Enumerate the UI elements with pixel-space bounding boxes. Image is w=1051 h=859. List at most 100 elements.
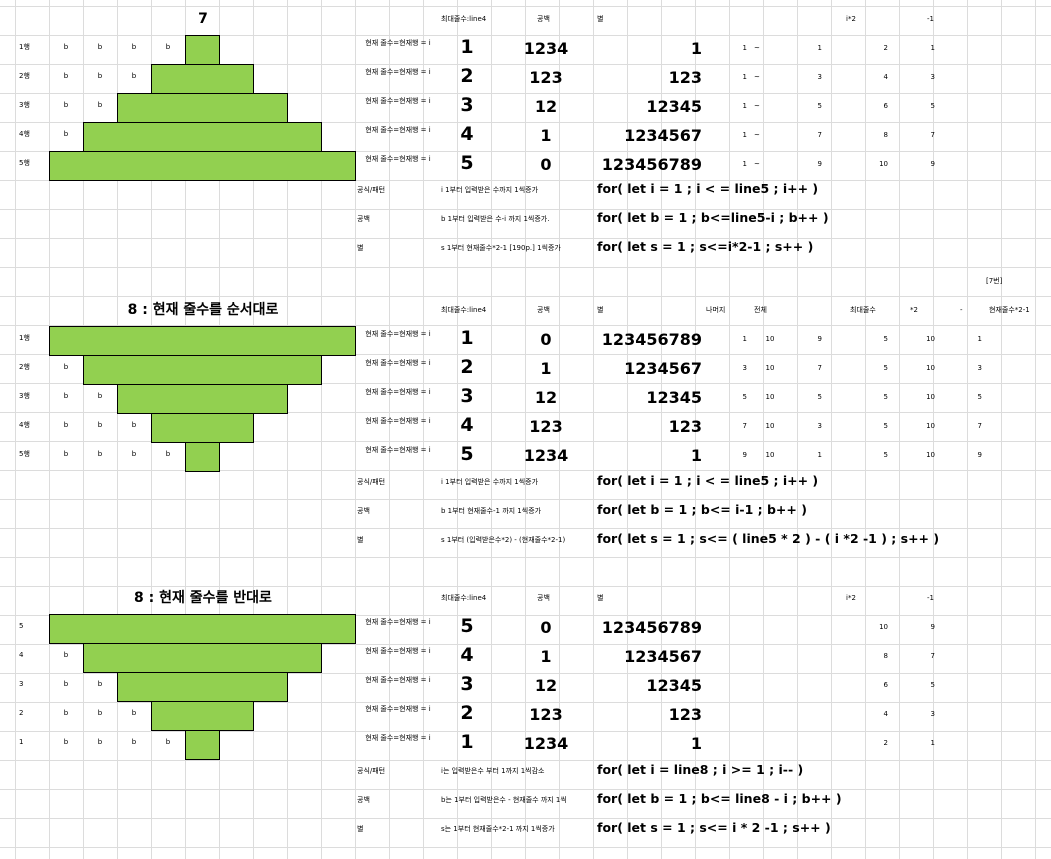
section-marker: [7번]: [986, 277, 1003, 285]
line-value: 4: [460, 123, 474, 145]
value-cell: 7: [930, 652, 935, 660]
header-times-two: *2: [910, 306, 918, 314]
value-cell: 5: [883, 364, 888, 372]
header-max-lines: 최대줄수:line4: [441, 594, 487, 602]
note-code: for( let s = 1 ; s<= i * 2 -1 ; s++ ): [597, 820, 831, 835]
space-value: 1: [540, 126, 552, 145]
blank-marker: b: [63, 421, 69, 429]
blank-marker: b: [131, 450, 137, 458]
star-cell: [83, 122, 322, 152]
blank-marker: b: [63, 43, 69, 51]
value-cell: 1: [817, 44, 822, 52]
value-cell: 7: [930, 131, 935, 139]
value-cell: 5: [883, 335, 888, 343]
note-description: i 1부터 입력받은 수까지 1씩증가: [441, 478, 539, 486]
star-value: 123456789: [601, 155, 702, 174]
value-cell: ~: [754, 44, 760, 52]
value-cell: 10: [765, 422, 775, 430]
row-label: 2: [19, 709, 24, 717]
star-value: 1234567: [624, 359, 702, 378]
row-label: 4행: [19, 130, 30, 138]
blank-marker: b: [131, 43, 137, 51]
current-line-label: 현재 줄수=현재행 = i: [365, 359, 431, 367]
star-value: 123: [668, 68, 702, 87]
line-value: 2: [460, 65, 474, 87]
star-value: 1: [690, 446, 702, 465]
value-cell: 10: [765, 364, 775, 372]
space-value: 12: [534, 97, 558, 116]
value-cell: 3: [742, 364, 747, 372]
current-line-label: 현재 줄수=현재행 = i: [365, 97, 431, 105]
value-cell: ~: [754, 131, 760, 139]
value-cell: 10: [879, 623, 888, 631]
row-label: 5행: [19, 159, 30, 167]
note-label: 별: [357, 244, 364, 252]
value-cell: 10: [926, 393, 935, 401]
header-i-times-two: i*2: [846, 15, 856, 23]
value-cell: 5: [817, 393, 822, 401]
value-cell: 7: [977, 422, 982, 430]
current-line-label: 현재 줄수=현재행 = i: [365, 705, 431, 713]
value-cell: 5: [977, 393, 982, 401]
current-line-label: 현재 줄수=현재행 = i: [365, 39, 431, 47]
current-line-label: 현재 줄수=현재행 = i: [365, 126, 431, 134]
section-title: 8 : 현재 줄수를 반대로: [134, 590, 272, 606]
value-cell: 10: [765, 393, 775, 401]
current-line-label: 현재 줄수=현재행 = i: [365, 734, 431, 742]
blank-marker: b: [165, 43, 171, 51]
value-cell: 10: [926, 451, 935, 459]
header-remainder: 나머지: [706, 306, 726, 314]
value-cell: 3: [817, 422, 822, 430]
line-value: 3: [460, 673, 474, 695]
note-code: for( let s = 1 ; s<= ( line5 * 2 ) - ( i…: [597, 531, 940, 546]
line-value: 1: [460, 731, 474, 753]
current-line-label: 현재 줄수=현재행 = i: [365, 388, 431, 396]
blank-marker: b: [97, 43, 103, 51]
header-star: 별: [597, 594, 604, 602]
value-cell: 5: [742, 393, 747, 401]
blank-marker: b: [131, 738, 137, 746]
note-code: for( let b = 1 ; b<= i-1 ; b++ ): [597, 502, 807, 517]
star-cell: [83, 643, 322, 673]
star-value: 123: [668, 705, 702, 724]
note-description: b 1부터 현재줄수-1 까지 1씩증가: [441, 507, 542, 515]
blank-marker: b: [131, 421, 137, 429]
star-cell: [117, 93, 288, 123]
header-max-lines-2: 최대줄수: [850, 306, 876, 314]
header-max-lines: 최대줄수:line4: [441, 15, 487, 23]
value-cell: 1: [742, 131, 747, 139]
row-label: 3: [19, 680, 24, 688]
value-cell: ~: [754, 73, 760, 81]
note-label: 별: [357, 825, 364, 833]
header-minus-one: -1: [927, 594, 934, 602]
line-value: 4: [460, 414, 474, 436]
star-cell: [49, 614, 356, 644]
space-value: 0: [540, 330, 552, 349]
value-cell: 1: [742, 44, 747, 52]
section-title: 7: [198, 11, 208, 27]
star-cell: [117, 672, 288, 702]
note-description: s 1부터 (입력받은수*2) - (현재줄수*2-1): [441, 536, 566, 544]
value-cell: 5: [883, 393, 888, 401]
header-star: 별: [597, 306, 604, 314]
space-value: 123: [529, 68, 563, 87]
value-cell: 7: [742, 422, 747, 430]
star-value: 1234567: [624, 647, 702, 666]
row-label: 3행: [19, 392, 30, 400]
star-value: 12345: [646, 676, 702, 695]
space-value: 123: [529, 705, 563, 724]
note-code: for( let b = 1 ; b<=line5-i ; b++ ): [597, 210, 829, 225]
blank-marker: b: [97, 680, 103, 688]
current-line-label: 현재 줄수=현재행 = i: [365, 676, 431, 684]
value-cell: 9: [817, 160, 822, 168]
star-cell: [83, 355, 322, 385]
blank-marker: b: [63, 651, 69, 659]
row-label: 1: [19, 738, 24, 746]
space-value: 1234: [523, 39, 569, 58]
blank-marker: b: [131, 72, 137, 80]
line-value: 5: [460, 443, 474, 465]
blank-marker: b: [131, 709, 137, 717]
star-cell: [151, 413, 254, 443]
value-cell: 6: [883, 102, 888, 110]
